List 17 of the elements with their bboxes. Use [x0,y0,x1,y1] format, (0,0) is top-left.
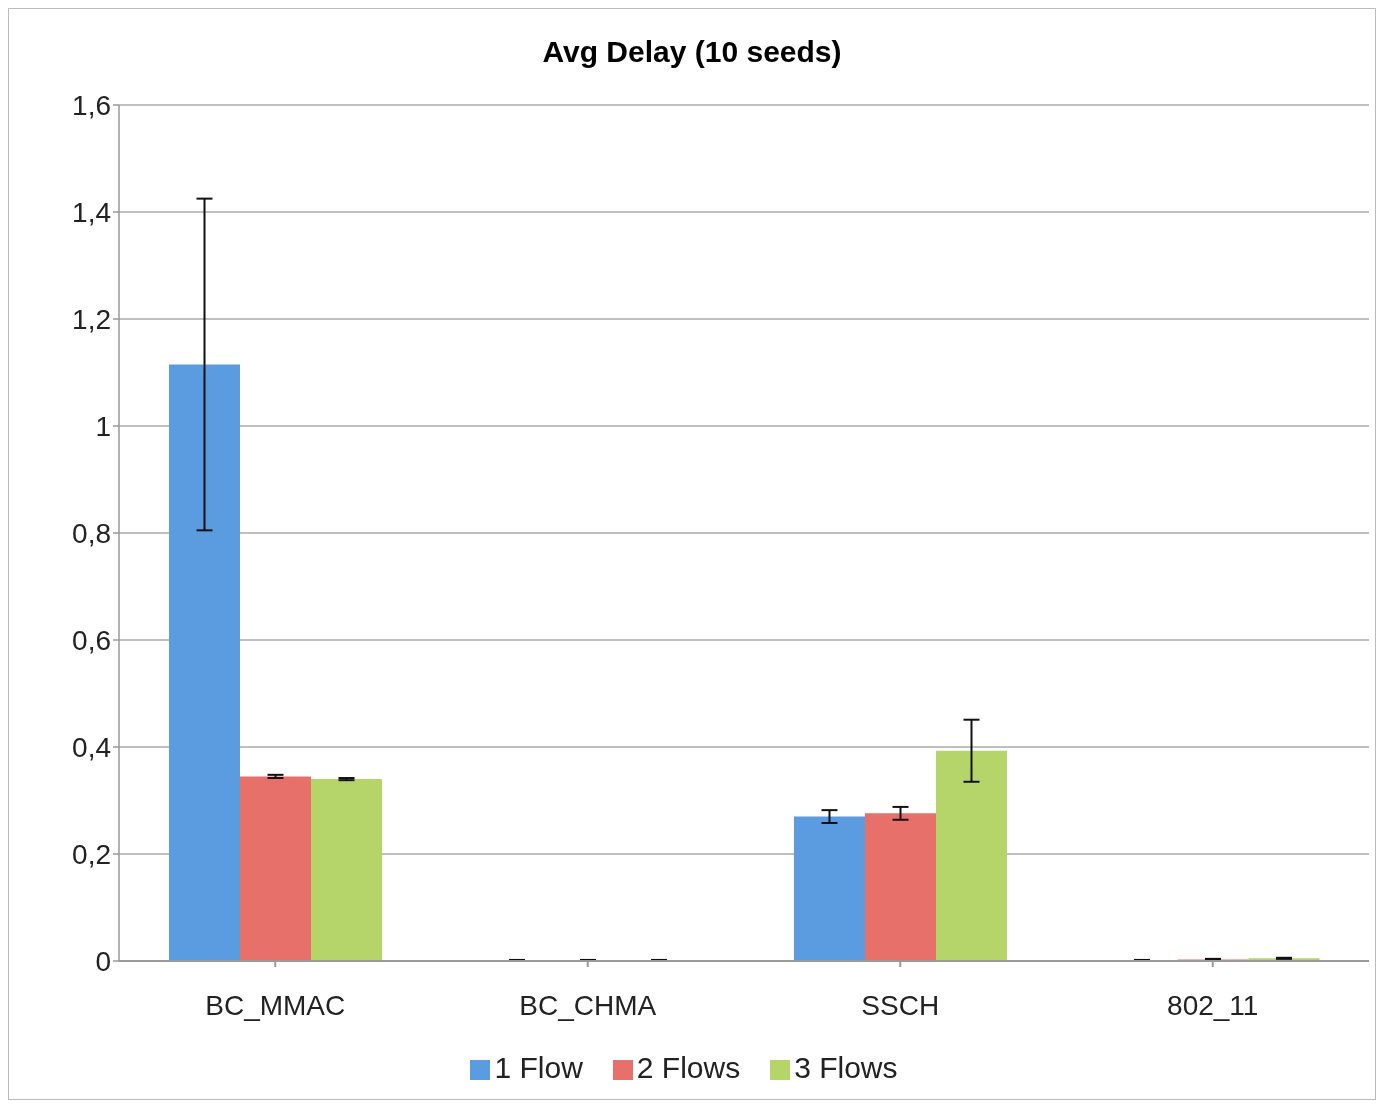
x-tick-label: SSCH [861,989,940,1021]
y-tick-label: 0,4 [72,731,111,763]
y-tick-label: 0,6 [72,624,111,656]
legend-label: 2 Flows [636,1051,741,1084]
x-tick-label: BC_MMAC [205,989,346,1021]
x-tick-label: 802_11 [1167,989,1259,1021]
y-tick-label: 1 [95,410,111,442]
y-tick-label: 0 [95,945,111,977]
legend-label: 1 Flow [494,1051,583,1084]
x-tick-label: BC_CHMA [519,989,657,1021]
chart-title: Avg Delay (10 seeds) [541,34,843,70]
y-tick-label: 0,2 [72,838,111,870]
y-tick-label: 1,4 [72,196,111,228]
y-tick-label: 0,8 [72,517,111,549]
y-tick-label: 1,6 [72,89,111,121]
legend-label: 3 Flows [794,1051,898,1084]
y-tick-label: 1,2 [72,303,111,335]
